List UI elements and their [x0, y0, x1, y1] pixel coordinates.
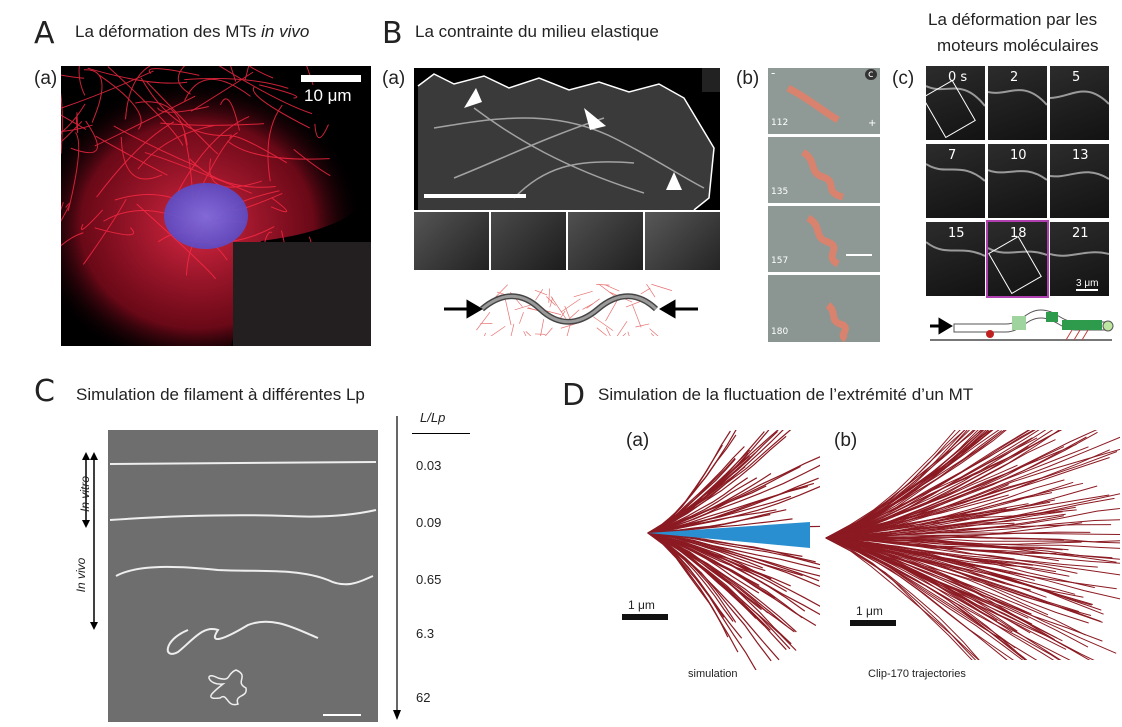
motor-frame: 0 s	[926, 66, 985, 140]
strip-time: 112	[771, 118, 788, 128]
panel-b-a-strip	[414, 212, 720, 270]
frame-time-label: 5	[1072, 70, 1080, 85]
ratio-value: 0.03	[416, 458, 441, 473]
strip-frame	[414, 212, 489, 270]
panel-a-title-italic: in vivo	[261, 22, 309, 41]
panel-c-letter: C	[34, 374, 55, 409]
panel-a-scalebar-label: 10 μm	[304, 86, 352, 106]
panel-a-micrograph	[61, 66, 371, 346]
panel-b-a-micrograph	[414, 68, 720, 210]
strip-frame	[568, 212, 643, 270]
motor-frame: 13	[1050, 144, 1109, 218]
strip-time: 180	[771, 327, 788, 337]
motor-frame: 21 3 μm	[1050, 222, 1109, 296]
motor-frame: 15	[926, 222, 985, 296]
panel-b-sub-b: (b)	[736, 68, 759, 90]
motor-frame: 5	[1050, 66, 1109, 140]
simulation-image	[108, 430, 378, 722]
ratio-header: L/Lp	[420, 410, 445, 425]
arrow-left-icon	[662, 302, 698, 316]
ratio-axis-arrow	[391, 416, 403, 722]
scalebar-a-label: 1 μm	[628, 598, 655, 612]
panel-a-image: 10 μm	[61, 66, 371, 346]
arrow-right-icon	[444, 302, 480, 316]
frame-time-label: 0 s	[948, 70, 967, 85]
scalebar-b-label: 1 μm	[856, 604, 883, 618]
panel-d-title: Simulation de la fluctuation de l’extrém…	[598, 385, 973, 405]
frame-time-label: 2	[1010, 70, 1018, 85]
scalebar-a	[622, 614, 668, 620]
panel-d-letter: D	[562, 378, 585, 413]
filament-lp-62	[209, 670, 246, 705]
panel-b-b-strip: 112 c + - 135 157 180	[768, 68, 880, 342]
strip-badge: c	[865, 69, 877, 80]
strip-minus: -	[771, 68, 775, 80]
scalebar-b	[850, 620, 896, 626]
panel-c-title: Simulation de filament à différentes Lp	[76, 385, 365, 405]
strip-frame	[645, 212, 720, 270]
ratio-value: 62	[416, 690, 430, 705]
panel-b-right-title-1: La déformation par les	[928, 10, 1097, 30]
frame-time-label: 13	[1072, 148, 1089, 163]
panel-b-sub-c: (c)	[892, 68, 914, 90]
strip-frame	[491, 212, 566, 270]
frame-time-label: 10	[1010, 148, 1027, 163]
panel-b-letter: B	[382, 16, 403, 51]
strip-cell-3: 157	[768, 206, 880, 272]
filament-lp-6.3	[168, 622, 318, 654]
caption-simulation: simulation	[688, 668, 738, 680]
fluctuation-simulation-plot	[620, 430, 820, 670]
in-vitro-label: In vitro	[78, 469, 92, 519]
motor-frame: 2	[988, 66, 1047, 140]
motor-schematic	[926, 302, 1116, 346]
filament-lp-0.09	[110, 510, 376, 520]
panel-b-c-grid: 0 s 2 5 7 10 13 15 18 21 3 μm	[926, 66, 1109, 296]
ratio-header-text: L/Lp	[420, 410, 445, 425]
panel-a-title: La déformation des MTs in vivo	[75, 22, 309, 42]
ratio-value: 0.09	[416, 515, 441, 530]
filament-lp-0.65	[116, 567, 373, 584]
strip-cell-2: 135	[768, 137, 880, 203]
panel-a-letter: A	[34, 16, 55, 51]
strip-cell-1: 112 c + -	[768, 68, 880, 134]
motor-frame: 18	[988, 222, 1047, 296]
motor-frame: 7	[926, 144, 985, 218]
nucleus-icon	[164, 183, 248, 249]
filament-lp-0.03	[110, 462, 376, 464]
panel-b-title: La contrainte du milieu elastique	[415, 22, 659, 42]
ratio-value: 0.65	[416, 572, 441, 587]
frame-time-label: 21	[1072, 226, 1089, 241]
ratio-header-rule	[412, 433, 470, 434]
frame-time-label: 15	[948, 226, 965, 241]
frame-time-label: 7	[948, 148, 956, 163]
panel-a-title-text: La déformation des MTs	[75, 22, 261, 41]
panel-b-sub-a: (a)	[382, 68, 405, 90]
panel-a-sub-a: (a)	[34, 68, 57, 90]
motor-protein-icon	[986, 330, 994, 338]
frame-time-label: 18	[1010, 226, 1027, 241]
panel-b-right-title-2: moteurs moléculaires	[937, 36, 1099, 56]
strip-time: 157	[771, 256, 788, 266]
strip-plus: +	[868, 118, 876, 129]
caption-clip170: Clip-170 trajectories	[868, 668, 966, 680]
motor-frame: 10	[988, 144, 1047, 218]
filament-simulations	[108, 430, 378, 722]
ratio-value: 6.3	[416, 626, 434, 641]
strip-time: 135	[771, 187, 788, 197]
panel-b-a-image	[414, 68, 720, 210]
arrow-right-icon	[930, 320, 950, 332]
elastic-medium-schematic	[440, 282, 702, 336]
strip-cell-4: 180	[768, 275, 880, 342]
scalebar-c-label: 3 μm	[1076, 278, 1098, 291]
in-vivo-label: In vivo	[74, 550, 88, 600]
